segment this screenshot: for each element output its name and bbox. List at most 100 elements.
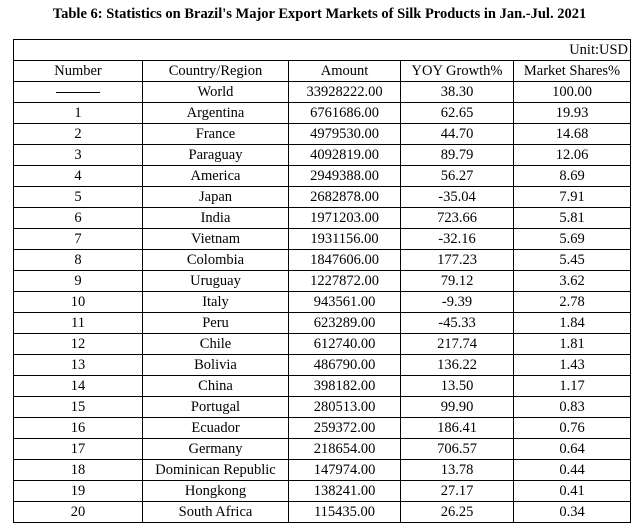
unit-row: Unit:USD	[12, 39, 632, 61]
cell-country-region: Uruguay	[142, 270, 289, 292]
cell-number: 17	[13, 438, 143, 460]
cell-market-shares: 12.06	[512, 144, 632, 166]
cell-yoy-growth: 79.12	[400, 270, 514, 292]
cell-market-shares: 5.45	[512, 249, 632, 271]
cell-country-region: Portugal	[142, 396, 289, 418]
cell-yoy-growth: 27.17	[400, 480, 514, 502]
cell-amount: 1931156.00	[288, 228, 401, 250]
cell-yoy-growth: 706.57	[400, 438, 514, 460]
table-row: 10 Italy 943561.00 -9.39 2.78	[13, 291, 632, 313]
cell-market-shares: 2.78	[512, 291, 632, 313]
cell-number: 4	[13, 165, 143, 187]
cell-market-shares: 3.62	[512, 270, 632, 292]
cell-amount: 1847606.00	[288, 249, 401, 271]
cell-country-region: Paraguay	[142, 144, 289, 166]
cell-market-shares: 0.83	[512, 396, 632, 418]
table-row: 3 Paraguay 4092819.00 89.79 12.06	[13, 144, 632, 166]
cell-market-shares: 1.81	[512, 333, 632, 355]
table-row: 6 India 1971203.00 723.66 5.81	[13, 207, 632, 229]
cell-number: 9	[13, 270, 143, 292]
cell-country-region: Italy	[142, 291, 289, 313]
table-row: 11 Peru 623289.00 -45.33 1.84	[13, 312, 632, 334]
cell-country-region: South Africa	[142, 501, 289, 523]
cell-number: 20	[13, 501, 143, 523]
cell-market-shares: 0.64	[512, 438, 632, 460]
cell-yoy-growth: 44.70	[400, 123, 514, 145]
cell-number: 5	[13, 186, 143, 208]
table-row: 7 Vietnam 1931156.00 -32.16 5.69	[13, 228, 632, 250]
table-row: 17 Germany 218654.00 706.57 0.64	[13, 438, 632, 460]
header-market-shares: Market Shares%	[512, 60, 632, 82]
cell-market-shares: 1.17	[512, 375, 632, 397]
cell-market-shares: 19.93	[512, 102, 632, 124]
header-country-region: Country/Region	[142, 60, 289, 82]
cell-yoy-growth: 177.23	[400, 249, 514, 271]
cell-market-shares: 8.69	[512, 165, 632, 187]
cell-amount: 612740.00	[288, 333, 401, 355]
cell-number	[13, 81, 143, 103]
cell-amount: 1971203.00	[288, 207, 401, 229]
table-row: 2 France 4979530.00 44.70 14.68	[13, 123, 632, 145]
cell-number: 6	[13, 207, 143, 229]
cell-amount: 1227872.00	[288, 270, 401, 292]
cell-country-region: Japan	[142, 186, 289, 208]
cell-number: 13	[13, 354, 143, 376]
dash-mark	[56, 92, 100, 94]
cell-number: 14	[13, 375, 143, 397]
cell-number: 3	[13, 144, 143, 166]
table-row: 16 Ecuador 259372.00 186.41 0.76	[13, 417, 632, 439]
cell-country-region: China	[142, 375, 289, 397]
cell-country-region: Peru	[142, 312, 289, 334]
table-row: 5 Japan 2682878.00 -35.04 7.91	[13, 186, 632, 208]
table-row: 8 Colombia 1847606.00 177.23 5.45	[13, 249, 632, 271]
cell-yoy-growth: 99.90	[400, 396, 514, 418]
cell-number: 16	[13, 417, 143, 439]
cell-amount: 398182.00	[288, 375, 401, 397]
cell-country-region: America	[142, 165, 289, 187]
cell-yoy-growth: 89.79	[400, 144, 514, 166]
cell-number: 15	[13, 396, 143, 418]
header-amount: Amount	[288, 60, 401, 82]
cell-amount: 486790.00	[288, 354, 401, 376]
cell-market-shares: 7.91	[512, 186, 632, 208]
header-row: Number Country/Region Amount YOY Growth%…	[13, 60, 632, 82]
table-row: 12 Chile 612740.00 217.74 1.81	[13, 333, 632, 355]
cell-yoy-growth: -32.16	[400, 228, 514, 250]
cell-amount: 218654.00	[288, 438, 401, 460]
cell-country-region: France	[142, 123, 289, 145]
header-yoy-growth: YOY Growth%	[400, 60, 514, 82]
cell-market-shares: 0.76	[512, 417, 632, 439]
cell-country-region: Colombia	[142, 249, 289, 271]
cell-amount: 138241.00	[288, 480, 401, 502]
cell-amount: 943561.00	[288, 291, 401, 313]
cell-country-region: Germany	[142, 438, 289, 460]
header-number: Number	[13, 60, 143, 82]
cell-country-region: Vietnam	[142, 228, 289, 250]
cell-market-shares: 14.68	[512, 123, 632, 145]
export-markets-table: Unit:USD Number Country/Region Amount YO…	[12, 39, 632, 523]
unit-label: Unit:USD	[12, 39, 632, 61]
cell-number: 1	[13, 102, 143, 124]
table-row: 4 America 2949388.00 56.27 8.69	[13, 165, 632, 187]
cell-amount: 33928222.00	[288, 81, 401, 103]
cell-country-region: Dominican Republic	[142, 459, 289, 481]
cell-yoy-growth: -9.39	[400, 291, 514, 313]
cell-amount: 2949388.00	[288, 165, 401, 187]
cell-amount: 147974.00	[288, 459, 401, 481]
cell-country-region: Ecuador	[142, 417, 289, 439]
cell-amount: 115435.00	[288, 501, 401, 523]
cell-yoy-growth: 38.30	[400, 81, 514, 103]
table-row: 18 Dominican Republic 147974.00 13.78 0.44	[13, 459, 632, 481]
table-row: 1 Argentina 6761686.00 62.65 19.93	[13, 102, 632, 124]
cell-country-region: Chile	[142, 333, 289, 355]
cell-number: 12	[13, 333, 143, 355]
cell-yoy-growth: -35.04	[400, 186, 514, 208]
table-title: Table 6: Statistics on Brazil's Major Ex…	[52, 6, 587, 22]
cell-market-shares: 5.69	[512, 228, 632, 250]
cell-amount: 4979530.00	[288, 123, 401, 145]
cell-country-region: Argentina	[142, 102, 289, 124]
cell-number: 2	[13, 123, 143, 145]
table-row: 9 Uruguay 1227872.00 79.12 3.62	[13, 270, 632, 292]
cell-yoy-growth: 56.27	[400, 165, 514, 187]
cell-market-shares: 0.41	[512, 480, 632, 502]
